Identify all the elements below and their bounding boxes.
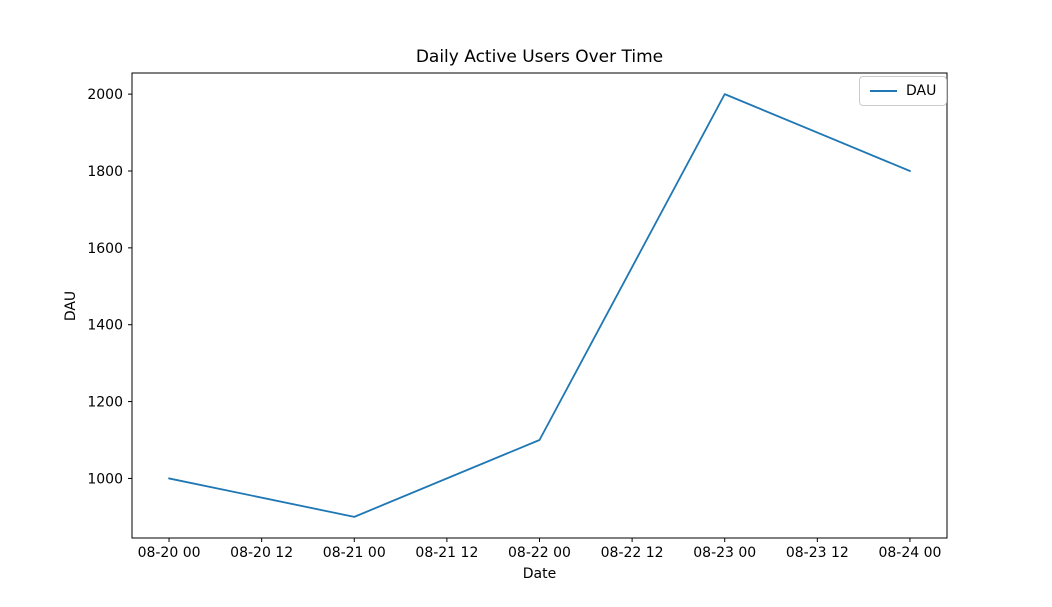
y-tick-label: 2000: [87, 87, 123, 103]
x-tick-label: 08-24 00: [878, 545, 941, 561]
x-axis-label: Date: [522, 566, 557, 582]
legend: DAU: [859, 76, 948, 106]
y-tick-label: 1200: [87, 395, 123, 411]
y-tick-label: 1800: [87, 164, 123, 180]
y-axis-label: DAU: [63, 290, 79, 322]
legend-line-sample-icon: [870, 90, 897, 92]
x-tick-label: 08-20 00: [138, 545, 201, 561]
series-line-dau: [168, 93, 911, 518]
x-tick-label: 08-20 12: [230, 545, 293, 561]
chart-title: Daily Active Users Over Time: [415, 47, 664, 67]
y-tick-label: 1400: [87, 318, 123, 334]
y-tick-label: 1600: [87, 241, 123, 257]
y-tick-label: 1000: [87, 471, 123, 487]
x-tick-label: 08-22 00: [508, 545, 571, 561]
x-tick-label: 08-21 12: [415, 545, 478, 561]
plot-border: [131, 72, 948, 539]
x-tick-label: 08-21 00: [323, 545, 386, 561]
x-tick-label: 08-22 12: [601, 545, 664, 561]
legend-entry-dau: DAU: [870, 83, 936, 99]
x-tick-label: 08-23 12: [786, 545, 849, 561]
x-tick-label: 08-23 00: [693, 545, 756, 561]
legend-entry-label: DAU: [906, 83, 937, 99]
